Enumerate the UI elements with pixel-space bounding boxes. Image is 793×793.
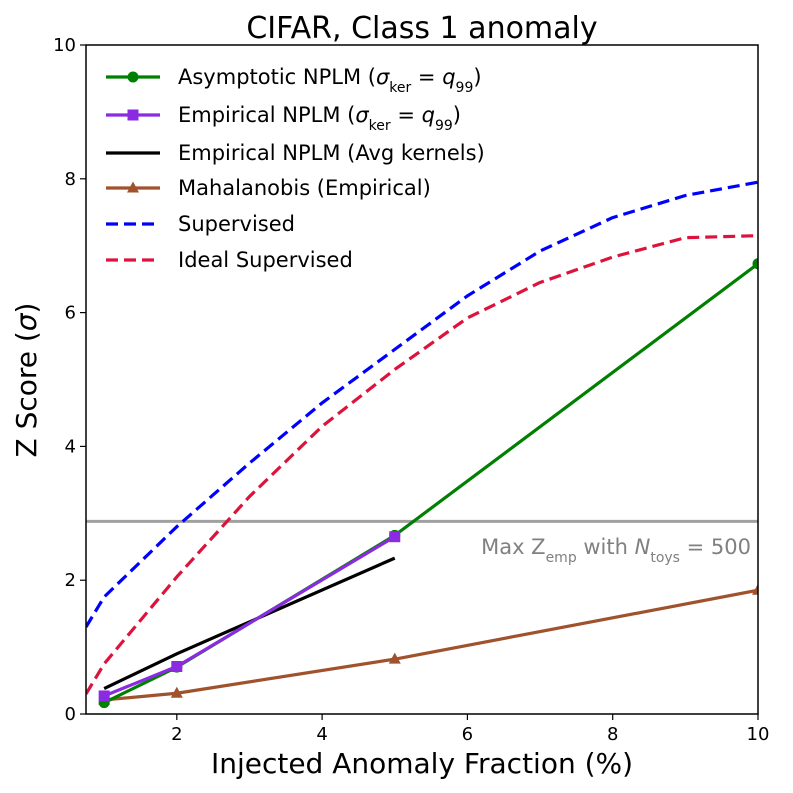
- x-tick-label: 6: [462, 724, 473, 745]
- legend-label-3: Mahalanobis (Empirical): [178, 176, 431, 200]
- series-point-3-2: [388, 652, 401, 664]
- y-tick-label: 0: [65, 704, 76, 725]
- series-5: [86, 234, 758, 695]
- series-point-1-1: [171, 661, 183, 673]
- y-tick-label: 2: [65, 570, 76, 591]
- legend-item-4: Supervised: [106, 212, 295, 236]
- chart-title: CIFAR, Class 1 anomaly: [246, 11, 597, 46]
- x-axis-label: Injected Anomaly Fraction (%): [211, 747, 633, 780]
- series-1: [98, 531, 401, 702]
- legend-label-4: Supervised: [178, 212, 295, 236]
- series-point-1-0: [98, 690, 110, 702]
- x-tick-label: 10: [747, 724, 770, 745]
- legend-item-2: Empirical NPLM (Avg kernels): [106, 141, 485, 165]
- series-point-1-2: [389, 531, 401, 543]
- series-point-3-3: [752, 583, 758, 595]
- series-point-3-1: [170, 686, 183, 698]
- series-line-4: [86, 180, 758, 628]
- x-tick-label: 4: [316, 724, 327, 745]
- x-tick-label: 8: [607, 724, 618, 745]
- plot-background: [86, 45, 758, 714]
- legend-item-5: Ideal Supervised: [106, 248, 353, 272]
- series-layer: [86, 180, 758, 709]
- legend-label-2: Empirical NPLM (Avg kernels): [178, 141, 485, 165]
- series-2: [103, 556, 396, 691]
- y-tick-label: 8: [65, 169, 76, 190]
- series-line-5: [86, 234, 758, 695]
- y-tick-label: 4: [65, 436, 76, 457]
- plot-border: [85, 44, 759, 715]
- y-axis-label: Z Score (σ): [10, 302, 43, 457]
- y-tick-label: 6: [65, 303, 76, 324]
- legend: Asymptotic NPLM (σker = q99)Empirical NP…: [106, 65, 485, 272]
- legend-item-3: Mahalanobis (Empirical): [106, 176, 431, 200]
- legend-label-5: Ideal Supervised: [178, 248, 353, 272]
- legend-marker-1: [127, 109, 139, 121]
- legend-marker-0: [127, 71, 139, 83]
- series-line-3: [104, 588, 758, 702]
- tick-layer: 2 4 6 8 10 0 2 4 6 8 10: [53, 35, 769, 745]
- x-tick-label: 2: [171, 724, 182, 745]
- plot-area: [86, 45, 758, 714]
- legend-marker-3: [127, 181, 139, 193]
- series-point-0-3: [752, 258, 758, 270]
- y-tick-label: 10: [53, 35, 76, 56]
- series-4: [86, 180, 758, 628]
- series-line-2: [103, 556, 396, 691]
